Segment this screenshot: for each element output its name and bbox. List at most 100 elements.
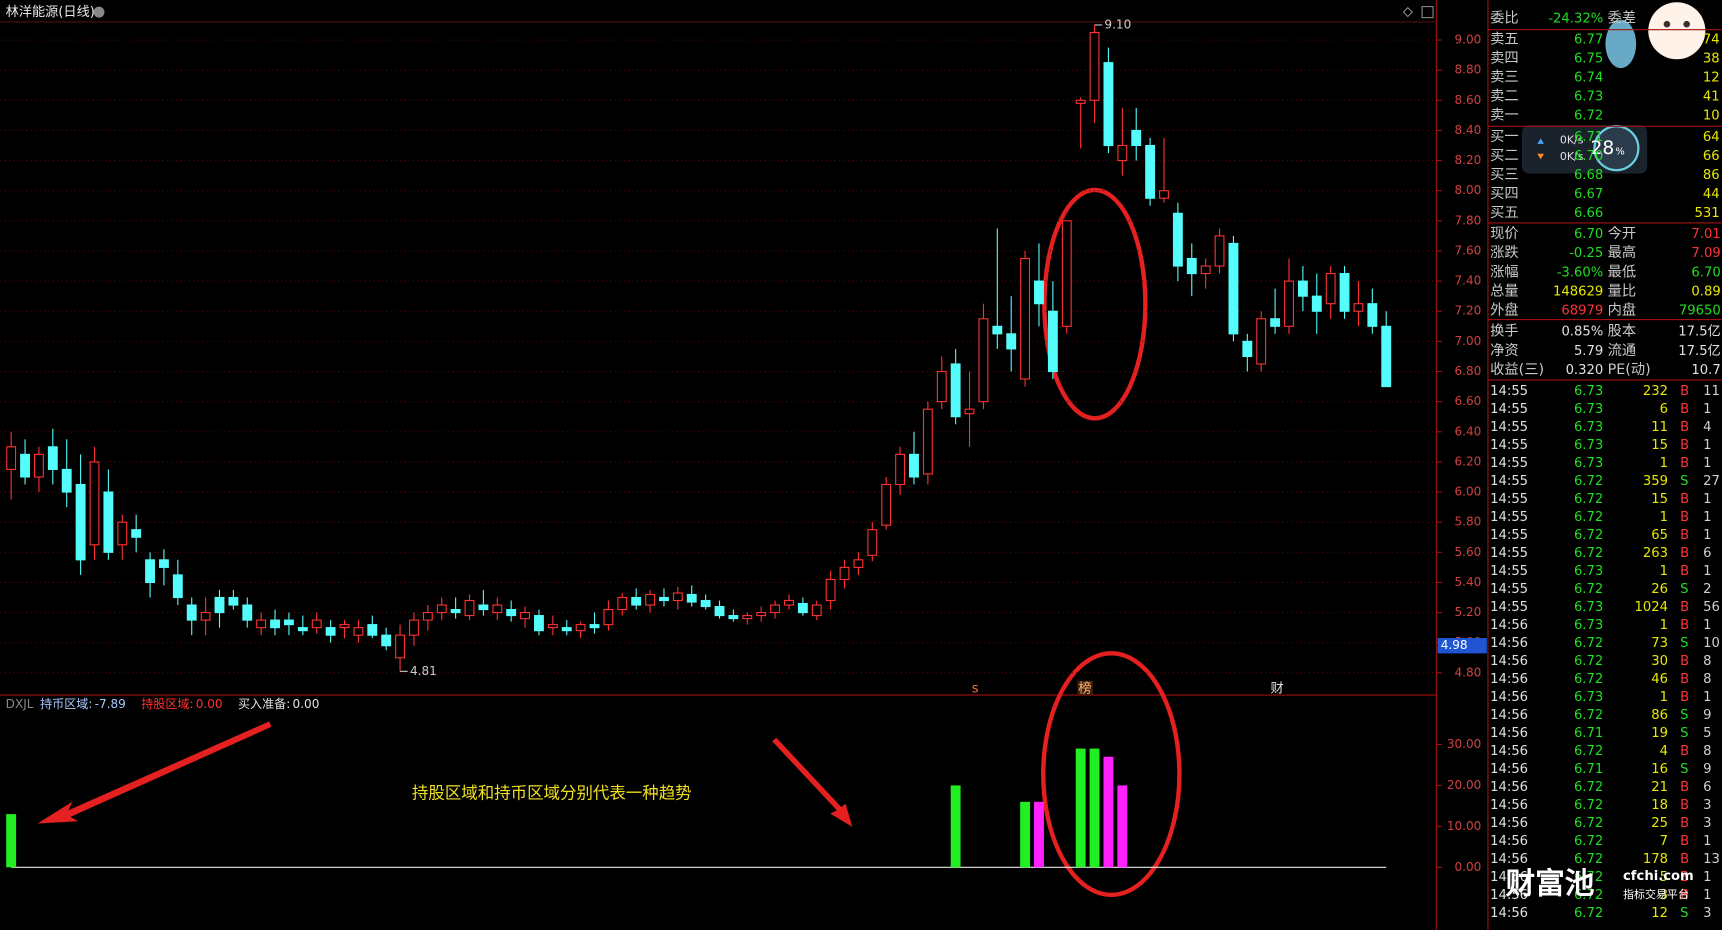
indicator-bar [950,785,961,868]
tick-time: 14:55 [1490,420,1528,435]
y-tick-label: 8.40 [1455,123,1482,137]
tick-time: 14:56 [1490,708,1528,723]
panel-label: 总量 [1490,283,1519,300]
toggle-icon[interactable] [1402,6,1413,18]
candle-body [1270,318,1281,327]
quote-value: 10.7 [1691,363,1720,378]
candle-body [1034,280,1044,305]
quote-value: 68979 [1561,304,1603,319]
y-tick-label: 0.00 [1455,860,1482,874]
tick-price: 6.72 [1574,852,1603,867]
y-tick-label: 4.80 [1455,665,1482,679]
quote-value: 7.01 [1691,227,1720,242]
tick-count: 1 [1703,456,1711,471]
tick-time: 14:55 [1490,384,1528,399]
tick-volume: 46 [1651,672,1668,687]
tick-price: 6.72 [1574,906,1603,921]
tick-price: 6.71 [1574,726,1603,741]
event-label[interactable]: 财 [1271,680,1284,696]
tick-count: 6 [1703,780,1711,795]
quote-value: 17.5亿 [1678,343,1720,359]
panel-label: PE(动) [1608,361,1651,378]
tick-price: 6.73 [1574,438,1603,453]
book-price: 6.73 [1574,90,1603,105]
tick-price: 6.72 [1574,834,1603,849]
tick-count: 1 [1703,618,1711,633]
candle-body [1103,62,1114,147]
candle-body [409,619,419,636]
quote-value: -0.25 [1569,246,1603,261]
tick-time: 14:56 [1490,852,1528,867]
candle-body [770,604,781,614]
tick-time: 14:55 [1490,492,1528,507]
annotation-label: 9.10 [1104,17,1131,31]
mascot[interactable] [1648,2,1706,60]
book-price: 6.77 [1574,33,1603,48]
candle-body [950,363,961,418]
up-arrow [1537,138,1544,144]
legend-name: 买入准备 [238,696,286,710]
indicator-bar [1034,801,1044,868]
candle-body [1075,99,1086,104]
indicator-bar [1089,748,1100,868]
y-tick-label: 7.20 [1455,304,1482,318]
tick-volume: 11 [1651,420,1668,435]
quote-value: 79650 [1679,304,1721,319]
candle-body [589,624,600,629]
menu-icon[interactable] [93,6,105,18]
candle-body [6,446,17,470]
panel-label: 涨幅 [1490,263,1519,280]
tick-side: B [1680,852,1689,867]
candle-body [867,529,878,556]
tick-count: 1 [1703,564,1711,579]
book-price: 6.66 [1574,206,1603,221]
maximize-icon[interactable] [1421,6,1434,19]
candle-body [1047,310,1058,373]
download-speed: 0K/s [1560,150,1584,163]
annotation-label: 4.81 [410,664,437,678]
quote-value: 6.70 [1574,227,1603,242]
panel-label: 最低 [1608,263,1637,280]
event-label[interactable]: s [972,681,979,696]
tick-price: 6.72 [1574,888,1603,903]
event-label[interactable]: 榜 [1078,679,1091,696]
y-tick-label: 8.20 [1455,153,1482,167]
y-tick-label: 5.20 [1455,605,1482,619]
candle-body [811,604,822,617]
legend-value: -7.89 [95,696,126,710]
tick-side: B [1680,618,1689,633]
candle-body [353,627,364,636]
tick-count: 8 [1703,654,1711,669]
arrow [772,737,853,827]
down-arrow [1537,153,1544,160]
tick-count: 11 [1703,384,1720,399]
candle-body [922,408,933,475]
tick-time: 14:56 [1490,780,1528,795]
book-volume: 44 [1703,187,1720,202]
tick-count: 10 [1703,636,1720,651]
upload-speed: 0K/s [1560,134,1584,147]
tick-volume: 232 [1643,384,1668,399]
tick-price: 6.71 [1574,762,1603,777]
y-tick-label: 7.00 [1455,334,1482,348]
tick-price: 6.72 [1574,582,1603,597]
quote-value: 17.5亿 [1678,324,1720,340]
panel-label: 流通 [1608,342,1637,359]
candle-body [561,627,572,632]
y-tick-label: 6.80 [1455,364,1482,378]
mascot-eye [1683,20,1690,28]
tick-price: 6.72 [1574,510,1603,525]
chart-title: 林洋能源(日线) [6,4,95,20]
y-tick-label: 8.60 [1455,93,1482,107]
tick-side: S [1680,708,1688,723]
tick-volume: 3 [1660,888,1668,903]
tick-count: 13 [1703,852,1720,867]
y-tick-label: 5.80 [1455,515,1482,529]
candle-body [686,593,697,603]
panel-label: 收益(三) [1490,361,1544,378]
candle-body [659,596,669,602]
candle-body [895,453,906,486]
tick-count: 8 [1703,744,1711,759]
tick-price: 6.72 [1574,816,1603,831]
